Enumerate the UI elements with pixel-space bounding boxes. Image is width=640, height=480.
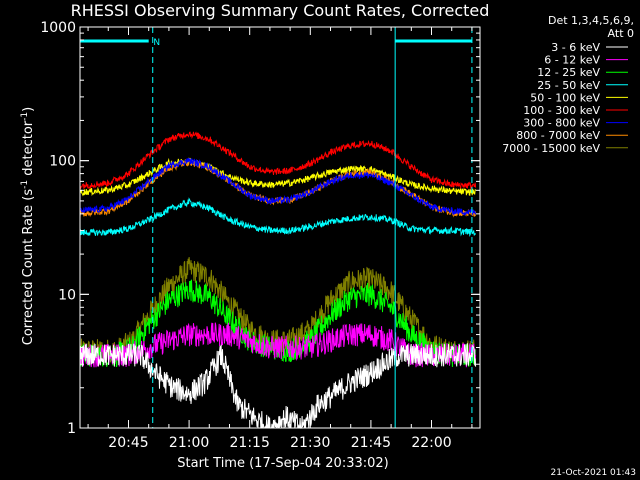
legend-header-line1: Det 1,3,4,5,6,9, — [548, 14, 634, 27]
legend-label-300-800-kev: 300 - 800 keV — [523, 117, 600, 130]
x-tick-label: 22:00 — [411, 435, 451, 451]
legend-label-12-25-kev: 12 - 25 keV — [537, 66, 600, 79]
y-axis-label-exp1: -1 — [20, 180, 30, 189]
legend-label-6-12-kev: 6 - 12 keV — [544, 54, 600, 67]
series-line-3-6-kev — [79, 343, 477, 429]
x-tick-label: 20:45 — [108, 435, 148, 451]
y-axis-label-end: ) — [21, 107, 36, 112]
legend-label-800-7000-kev: 800 - 7000 keV — [516, 129, 600, 142]
series-line-300-800-kev — [79, 157, 477, 217]
legend-label-7000-15000-kev: 7000 - 15000 keV — [502, 142, 600, 155]
x-tick-label: 21:30 — [290, 435, 330, 451]
legend-header-line2: Att 0 — [608, 27, 634, 40]
x-tick-label: 21:00 — [169, 435, 209, 451]
plot-frame — [79, 26, 481, 429]
y-tick-label: 10 — [58, 287, 76, 303]
y-axis-label-exp2: -1 — [20, 112, 30, 121]
legend-label-3-6-kev: 3 - 6 keV — [551, 41, 600, 54]
y-axis-label-main: Corrected Count Rate (s — [21, 189, 36, 346]
y-axis-label-mid: detector — [21, 120, 36, 180]
y-tick-label: 1000 — [40, 20, 76, 36]
plot-area: N 20:45 21:00 21:15 21:30 21:45 22:00 1 10 100 100… — [40, 20, 481, 451]
y-tick-label: 100 — [49, 154, 76, 170]
x-tick-label: 21:45 — [351, 435, 391, 451]
x-axis-label: Start Time (17-Sep-04 20:33:02) — [177, 456, 388, 471]
night-bar-label: N — [153, 38, 160, 48]
x-tick-label: 21:15 — [230, 435, 270, 451]
series-line-800-7000-kev — [79, 158, 477, 218]
footer-timestamp: 21-Oct-2021 01:43 — [551, 468, 636, 478]
series-line-25-50-kev — [79, 197, 477, 238]
legend-label-50-100-kev: 50 - 100 keV — [530, 91, 600, 104]
series-line-100-300-kev — [79, 131, 477, 191]
y-axis-label: Corrected Count Rate (s-1 detector-1) — [20, 107, 36, 345]
series-line-12-25-kev — [79, 279, 477, 368]
legend-label-100-300-kev: 100 - 300 keV — [523, 104, 600, 117]
chart-title: RHESSI Observing Summary Count Rates, Co… — [71, 1, 490, 20]
series-line-50-100-kev — [79, 157, 477, 197]
legend-label-25-50-kev: 25 - 50 keV — [537, 79, 600, 92]
y-tick-label: 1 — [67, 421, 76, 437]
